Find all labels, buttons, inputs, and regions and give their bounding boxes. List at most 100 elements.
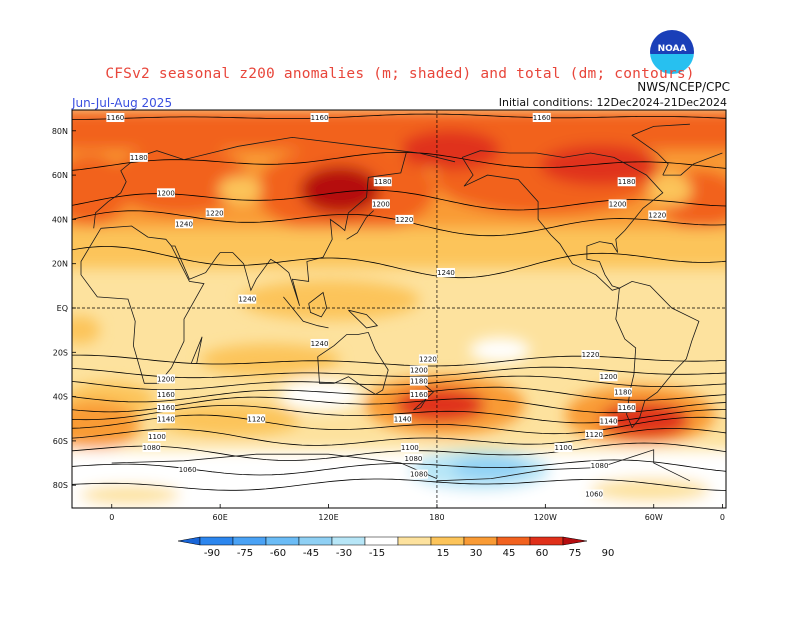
contour-label: 1100 [148, 433, 166, 441]
contour-label-bg [310, 113, 329, 123]
contour-label: 1160 [106, 114, 124, 122]
lat-label: 60S [53, 437, 68, 446]
colorbar-tick-label: -45 [303, 548, 319, 559]
colorbar-bin [265, 536, 300, 546]
colorbar-bin [331, 536, 366, 546]
lat-label: 40S [53, 393, 68, 402]
longitude-axis: 0 60E 120E 180 120W 60W 0 [109, 504, 725, 522]
contour-label: 1160 [410, 391, 428, 399]
colorbar-arrow-right [562, 536, 588, 546]
contour-label: 1120 [585, 431, 603, 439]
contour-label-bg [614, 387, 633, 397]
colorbar-bin [364, 536, 399, 546]
contour-label: 1120 [247, 415, 265, 423]
lat-label: 80S [53, 481, 68, 490]
contour-label-bg [532, 113, 551, 123]
contour-label-bg [106, 113, 125, 123]
lon-label: 120W [534, 513, 557, 522]
coastline [413, 382, 434, 411]
contour-label: 1160 [533, 114, 551, 122]
contour-label: 1080 [405, 455, 423, 463]
contour-label-bg [418, 354, 437, 364]
contour-label-bg [409, 365, 428, 375]
lon-label: 60W [645, 513, 663, 522]
contour-label-bg [617, 177, 636, 187]
contour-label-bg [436, 268, 455, 278]
coastline [461, 150, 664, 291]
contour-label: 1200 [157, 189, 175, 197]
coastline [317, 331, 389, 395]
colorbar-tick-label: 60 [536, 548, 549, 559]
map-frame [71, 109, 727, 509]
contour-label-bg [205, 208, 224, 218]
contour-label-bg [617, 403, 636, 413]
contour-label-bg [175, 219, 194, 229]
contour-label: 1200 [372, 200, 390, 208]
contour-label: 1160 [157, 391, 175, 399]
contour-label-bg [142, 443, 161, 453]
contour-label: 1220 [396, 216, 414, 224]
contour-label-bg [409, 376, 428, 386]
contour-line [72, 151, 726, 171]
contour-label-bg [608, 199, 627, 209]
contour-label-bg [156, 403, 175, 413]
contour-line [72, 478, 726, 491]
colorbar-tick-label: 75 [569, 548, 582, 559]
colorbar-tick-label: 15 [437, 548, 450, 559]
contour-label: 1140 [157, 415, 175, 423]
coastline [348, 309, 379, 329]
colorbar-tick-label: -75 [237, 548, 253, 559]
contour-label: 1240 [175, 220, 193, 228]
contour-line [72, 246, 726, 279]
agency-label: NWS/NCEP/CPC [637, 80, 730, 94]
contour-label: 1080 [143, 444, 161, 452]
contour-label-bg [554, 443, 573, 453]
contour-label-bg [178, 465, 197, 475]
lon-label: 180 [429, 513, 444, 522]
contour-label: 1200 [410, 367, 428, 375]
contour-label: 1140 [600, 417, 618, 425]
map-title: CFSv2 seasonal z200 anomalies (m; shaded… [105, 66, 695, 82]
coastline [308, 291, 328, 318]
contour-label-bg [581, 350, 600, 360]
colorbar: -90 -75 -60 -45 -30 -15 15 30 45 60 75 90 [177, 536, 615, 559]
coastline [80, 225, 205, 384]
lat-label: 20N [52, 260, 68, 269]
contour-label-bg [400, 443, 419, 453]
anomaly-shading [72, 110, 726, 508]
lon-label: 0 [109, 513, 114, 522]
contour-label-bg [156, 414, 175, 424]
colorbar-bin [430, 536, 465, 546]
contour-label: 1220 [648, 211, 666, 219]
contour-label-bg [599, 416, 618, 426]
contour-label: 1220 [206, 209, 224, 217]
coastline [93, 136, 456, 229]
colorbar-bin [232, 536, 267, 546]
colorbar-arrow-left [177, 536, 201, 546]
contour-label: 1240 [238, 296, 256, 304]
contour-line [72, 375, 726, 391]
lat-label: 80N [52, 127, 68, 136]
lat-label: 60N [52, 171, 68, 180]
coastline [190, 336, 203, 364]
forecast-period: Jun-Jul-Aug 2025 [72, 96, 173, 110]
latitude-axis: 80N 60N 40N 20N EQ 20S 40S 60S 80S [52, 127, 76, 490]
contour-label: 1200 [609, 200, 627, 208]
contour-label: 1140 [394, 415, 412, 423]
contour-label-bg [404, 454, 423, 464]
contour-label-bg [393, 414, 412, 424]
contour-label: 1080 [410, 471, 428, 479]
contour-line [72, 386, 726, 403]
contour-label-bg [373, 177, 392, 187]
contour-label: 1180 [410, 378, 428, 386]
contour-label-bg [156, 389, 175, 399]
colorbar-bin [397, 536, 432, 546]
colorbar-tick-label: 45 [503, 548, 516, 559]
colorbar-tick-label: 90 [602, 548, 615, 559]
contour-label-bg [247, 414, 266, 424]
initial-conditions: Initial conditions: 12Dec2024-21Dec2024 [498, 96, 727, 109]
lat-label: 20S [53, 348, 68, 357]
contour-label-bg [409, 389, 428, 399]
contour-label-bg [395, 214, 414, 224]
coastlines [80, 123, 723, 482]
